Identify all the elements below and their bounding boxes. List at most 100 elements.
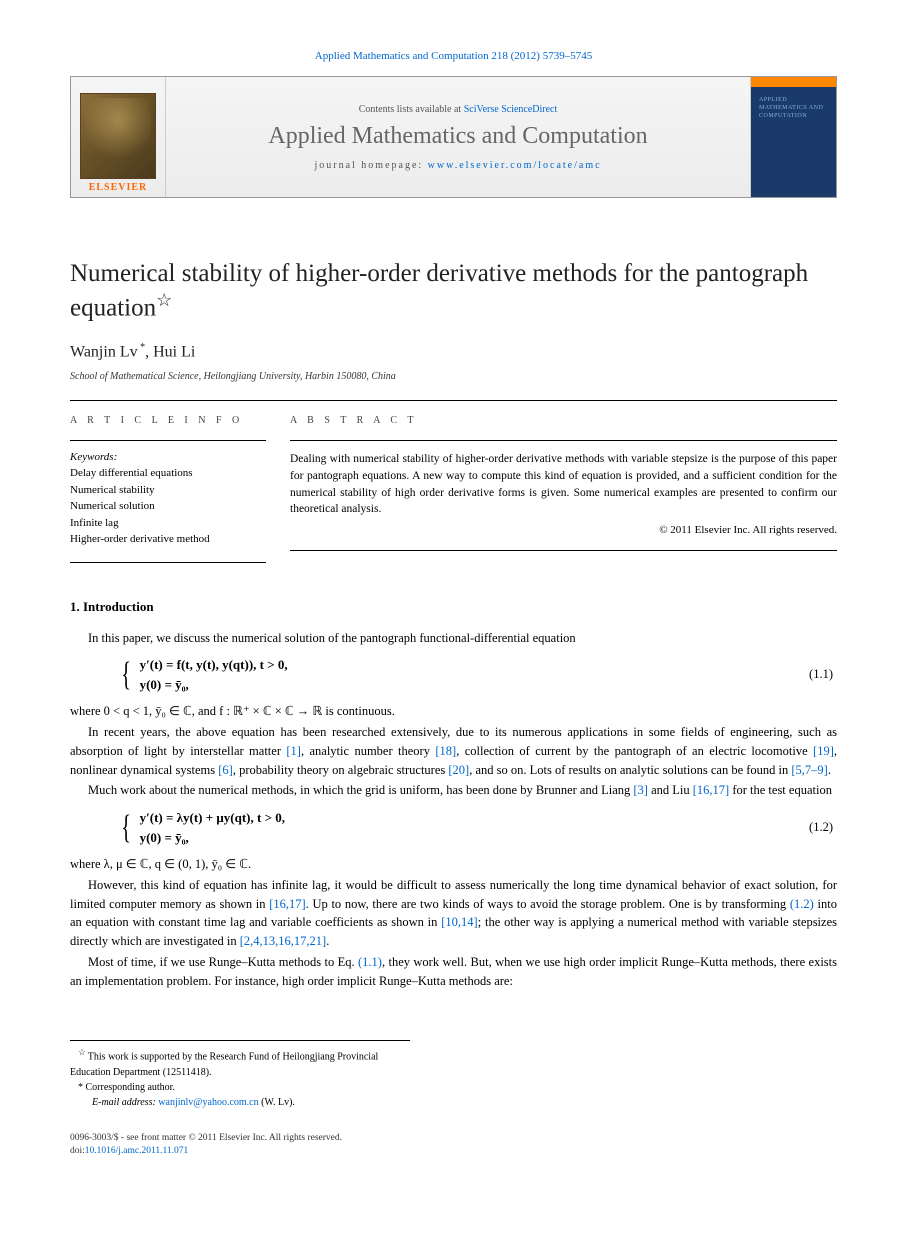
right-col-bottom-rule	[290, 550, 837, 551]
ref-link-19[interactable]: [19]	[813, 744, 834, 758]
doi-link[interactable]: 10.1016/j.amc.2011.11.071	[85, 1146, 189, 1156]
abstract-copyright: © 2011 Elsevier Inc. All rights reserved…	[290, 524, 837, 536]
ref-link-1014[interactable]: [10,14]	[441, 915, 477, 929]
p3-b: , analytic number theory	[301, 744, 435, 758]
ref-link-18[interactable]: [18]	[435, 744, 456, 758]
article-info-heading: A R T I C L E I N F O	[70, 415, 266, 426]
intro-p6: However, this kind of equation has infin…	[70, 876, 837, 951]
page-root: Applied Mathematics and Computation 218 …	[0, 0, 907, 1198]
author-line: Wanjin Lv *, Hui Li	[70, 342, 837, 361]
p6-b: . Up to now, there are two kinds of ways…	[306, 897, 790, 911]
doi-line: doi:10.1016/j.amc.2011.11.071	[70, 1145, 837, 1158]
keyword-item: Higher-order derivative method	[70, 531, 266, 548]
p4-c: for the test equation	[729, 783, 832, 797]
footnote-2-text: Corresponding author.	[83, 1082, 175, 1093]
ref-link-579[interactable]: [5,7–9]	[791, 763, 827, 777]
keywords-label: Keywords:	[70, 451, 266, 463]
p3-g: .	[828, 763, 831, 777]
email-link[interactable]: wanjinlv@yahoo.com.cn	[158, 1097, 258, 1108]
intro-p2: where 0 < q < 1, ȳ₀ ∈ ℂ, and f : ℝ⁺ × ℂ …	[70, 702, 837, 721]
p4-a: Much work about the numerical methods, i…	[88, 783, 633, 797]
ref-link-3[interactable]: [3]	[633, 783, 648, 797]
eqref-1-1[interactable]: (1.1)	[358, 955, 382, 969]
equation-1-1: { y′(t) = f(t, y(t), y(qt)), t > 0, y(0)…	[118, 655, 837, 694]
footnote-corresponding: * Corresponding author.	[70, 1080, 410, 1095]
p3-f: , and so on. Lots of results on analytic…	[469, 763, 791, 777]
abstract-heading: A B S T R A C T	[290, 415, 837, 426]
keywords-block: Keywords: Delay differential equations N…	[70, 440, 266, 548]
journal-title: Applied Mathematics and Computation	[268, 123, 647, 150]
title-footnote-mark: ☆	[156, 290, 172, 310]
p6-e: .	[326, 934, 329, 948]
footnote-email: E-mail address: wanjinlv@yahoo.com.cn (W…	[70, 1095, 410, 1110]
eq-1-1-line1: y′(t) = f(t, y(t), y(qt)), t > 0,	[140, 657, 288, 672]
homepage-link[interactable]: www.elsevier.com/locate/amc	[428, 160, 602, 171]
keyword-item: Infinite lag	[70, 515, 266, 532]
abstract-text: Dealing with numerical stability of high…	[290, 451, 837, 518]
footnotes-block: ☆ This work is supported by the Research…	[70, 1040, 410, 1109]
article-info-col: A R T I C L E I N F O Keywords: Delay di…	[70, 400, 290, 563]
intro-p1: In this paper, we discuss the numerical …	[70, 629, 837, 648]
keyword-item: Numerical stability	[70, 482, 266, 499]
affiliation: School of Mathematical Science, Heilongj…	[70, 371, 837, 382]
eq-1-2-line1: y′(t) = λy(t) + μy(qt), t > 0,	[140, 810, 285, 825]
email-suffix: (W. Lv).	[259, 1097, 295, 1108]
left-col-bottom-rule	[70, 562, 266, 563]
intro-p7: Most of time, if we use Runge–Kutta meth…	[70, 953, 837, 991]
p3-e: , probability theory on algebraic struct…	[233, 763, 449, 777]
keyword-item: Numerical solution	[70, 498, 266, 515]
author-2: , Hui Li	[145, 343, 195, 360]
title-text: Numerical stability of higher-order deri…	[70, 260, 808, 322]
journal-homepage-line: journal homepage: www.elsevier.com/locat…	[314, 160, 601, 171]
homepage-label: journal homepage:	[314, 160, 427, 171]
equation-1-2: { y′(t) = λy(t) + μy(qt), t > 0, y(0) = …	[118, 808, 837, 847]
issn-line: 0096-3003/$ - see front matter © 2011 El…	[70, 1132, 837, 1145]
journal-masthead: ELSEVIER Contents lists available at Sci…	[70, 76, 837, 198]
eq-1-1-line2: y(0) = ȳ₀,	[140, 677, 189, 692]
cover-thumb-text: APPLIED MATHEMATICS AND COMPUTATION	[759, 97, 836, 120]
brace-icon: {	[121, 809, 131, 847]
brace-icon: {	[121, 656, 131, 694]
elsevier-label: ELSEVIER	[89, 182, 148, 193]
ref-link-6[interactable]: [6]	[218, 763, 233, 777]
author-1: Wanjin Lv	[70, 343, 138, 360]
ref-link-many[interactable]: [2,4,13,16,17,21]	[240, 934, 326, 948]
eqref-1-2[interactable]: (1.2)	[790, 897, 814, 911]
intro-p3: In recent years, the above equation has …	[70, 723, 837, 779]
citation-link[interactable]: Applied Mathematics and Computation 218 …	[315, 50, 592, 62]
footnote-funding: ☆ This work is supported by the Research…	[70, 1047, 410, 1079]
contents-text: Contents lists available at	[359, 104, 464, 115]
article-title: Numerical stability of higher-order deri…	[70, 258, 837, 324]
citation-header: Applied Mathematics and Computation 218 …	[70, 50, 837, 62]
abstract-block: Dealing with numerical stability of high…	[290, 440, 837, 536]
p4-b: and Liu	[648, 783, 693, 797]
ref-link-20[interactable]: [20]	[448, 763, 469, 777]
ref-link-1617[interactable]: [16,17]	[693, 783, 729, 797]
introduction-section: 1. Introduction In this paper, we discus…	[70, 599, 837, 991]
email-label: E-mail address:	[92, 1097, 158, 1108]
intro-p4: Much work about the numerical methods, i…	[70, 781, 837, 800]
ref-link-1617b[interactable]: [16,17]	[269, 897, 305, 911]
author-1-marks: *	[138, 342, 146, 353]
elsevier-tree-icon	[80, 93, 156, 179]
equation-body: { y′(t) = λy(t) + μy(qt), t > 0, y(0) = …	[118, 808, 809, 847]
masthead-center: Contents lists available at SciVerse Sci…	[166, 77, 750, 197]
sciencedirect-link[interactable]: SciVerse ScienceDirect	[464, 104, 558, 115]
ref-link-1[interactable]: [1]	[286, 744, 301, 758]
keyword-item: Delay differential equations	[70, 465, 266, 482]
intro-p5: where λ, μ ∈ ℂ, q ∈ (0, 1), ȳ₀ ∈ ℂ.	[70, 855, 837, 874]
elsevier-logo-block: ELSEVIER	[71, 77, 166, 197]
equation-number: (1.1)	[809, 667, 837, 682]
info-abstract-row: A R T I C L E I N F O Keywords: Delay di…	[70, 400, 837, 563]
journal-cover-thumbnail: APPLIED MATHEMATICS AND COMPUTATION	[750, 77, 836, 197]
equation-number: (1.2)	[809, 820, 837, 835]
abstract-col: A B S T R A C T Dealing with numerical s…	[290, 400, 837, 563]
doi-label: doi:	[70, 1146, 85, 1156]
bottom-meta: 0096-3003/$ - see front matter © 2011 El…	[70, 1132, 837, 1159]
footnote-1-text: This work is supported by the Research F…	[70, 1052, 378, 1078]
eq-1-2-line2: y(0) = ȳ₀,	[140, 830, 189, 845]
p7-a: Most of time, if we use Runge–Kutta meth…	[88, 955, 358, 969]
equation-body: { y′(t) = f(t, y(t), y(qt)), t > 0, y(0)…	[118, 655, 809, 694]
section-heading-1: 1. Introduction	[70, 599, 837, 615]
p3-c: , collection of current by the pantograp…	[456, 744, 813, 758]
